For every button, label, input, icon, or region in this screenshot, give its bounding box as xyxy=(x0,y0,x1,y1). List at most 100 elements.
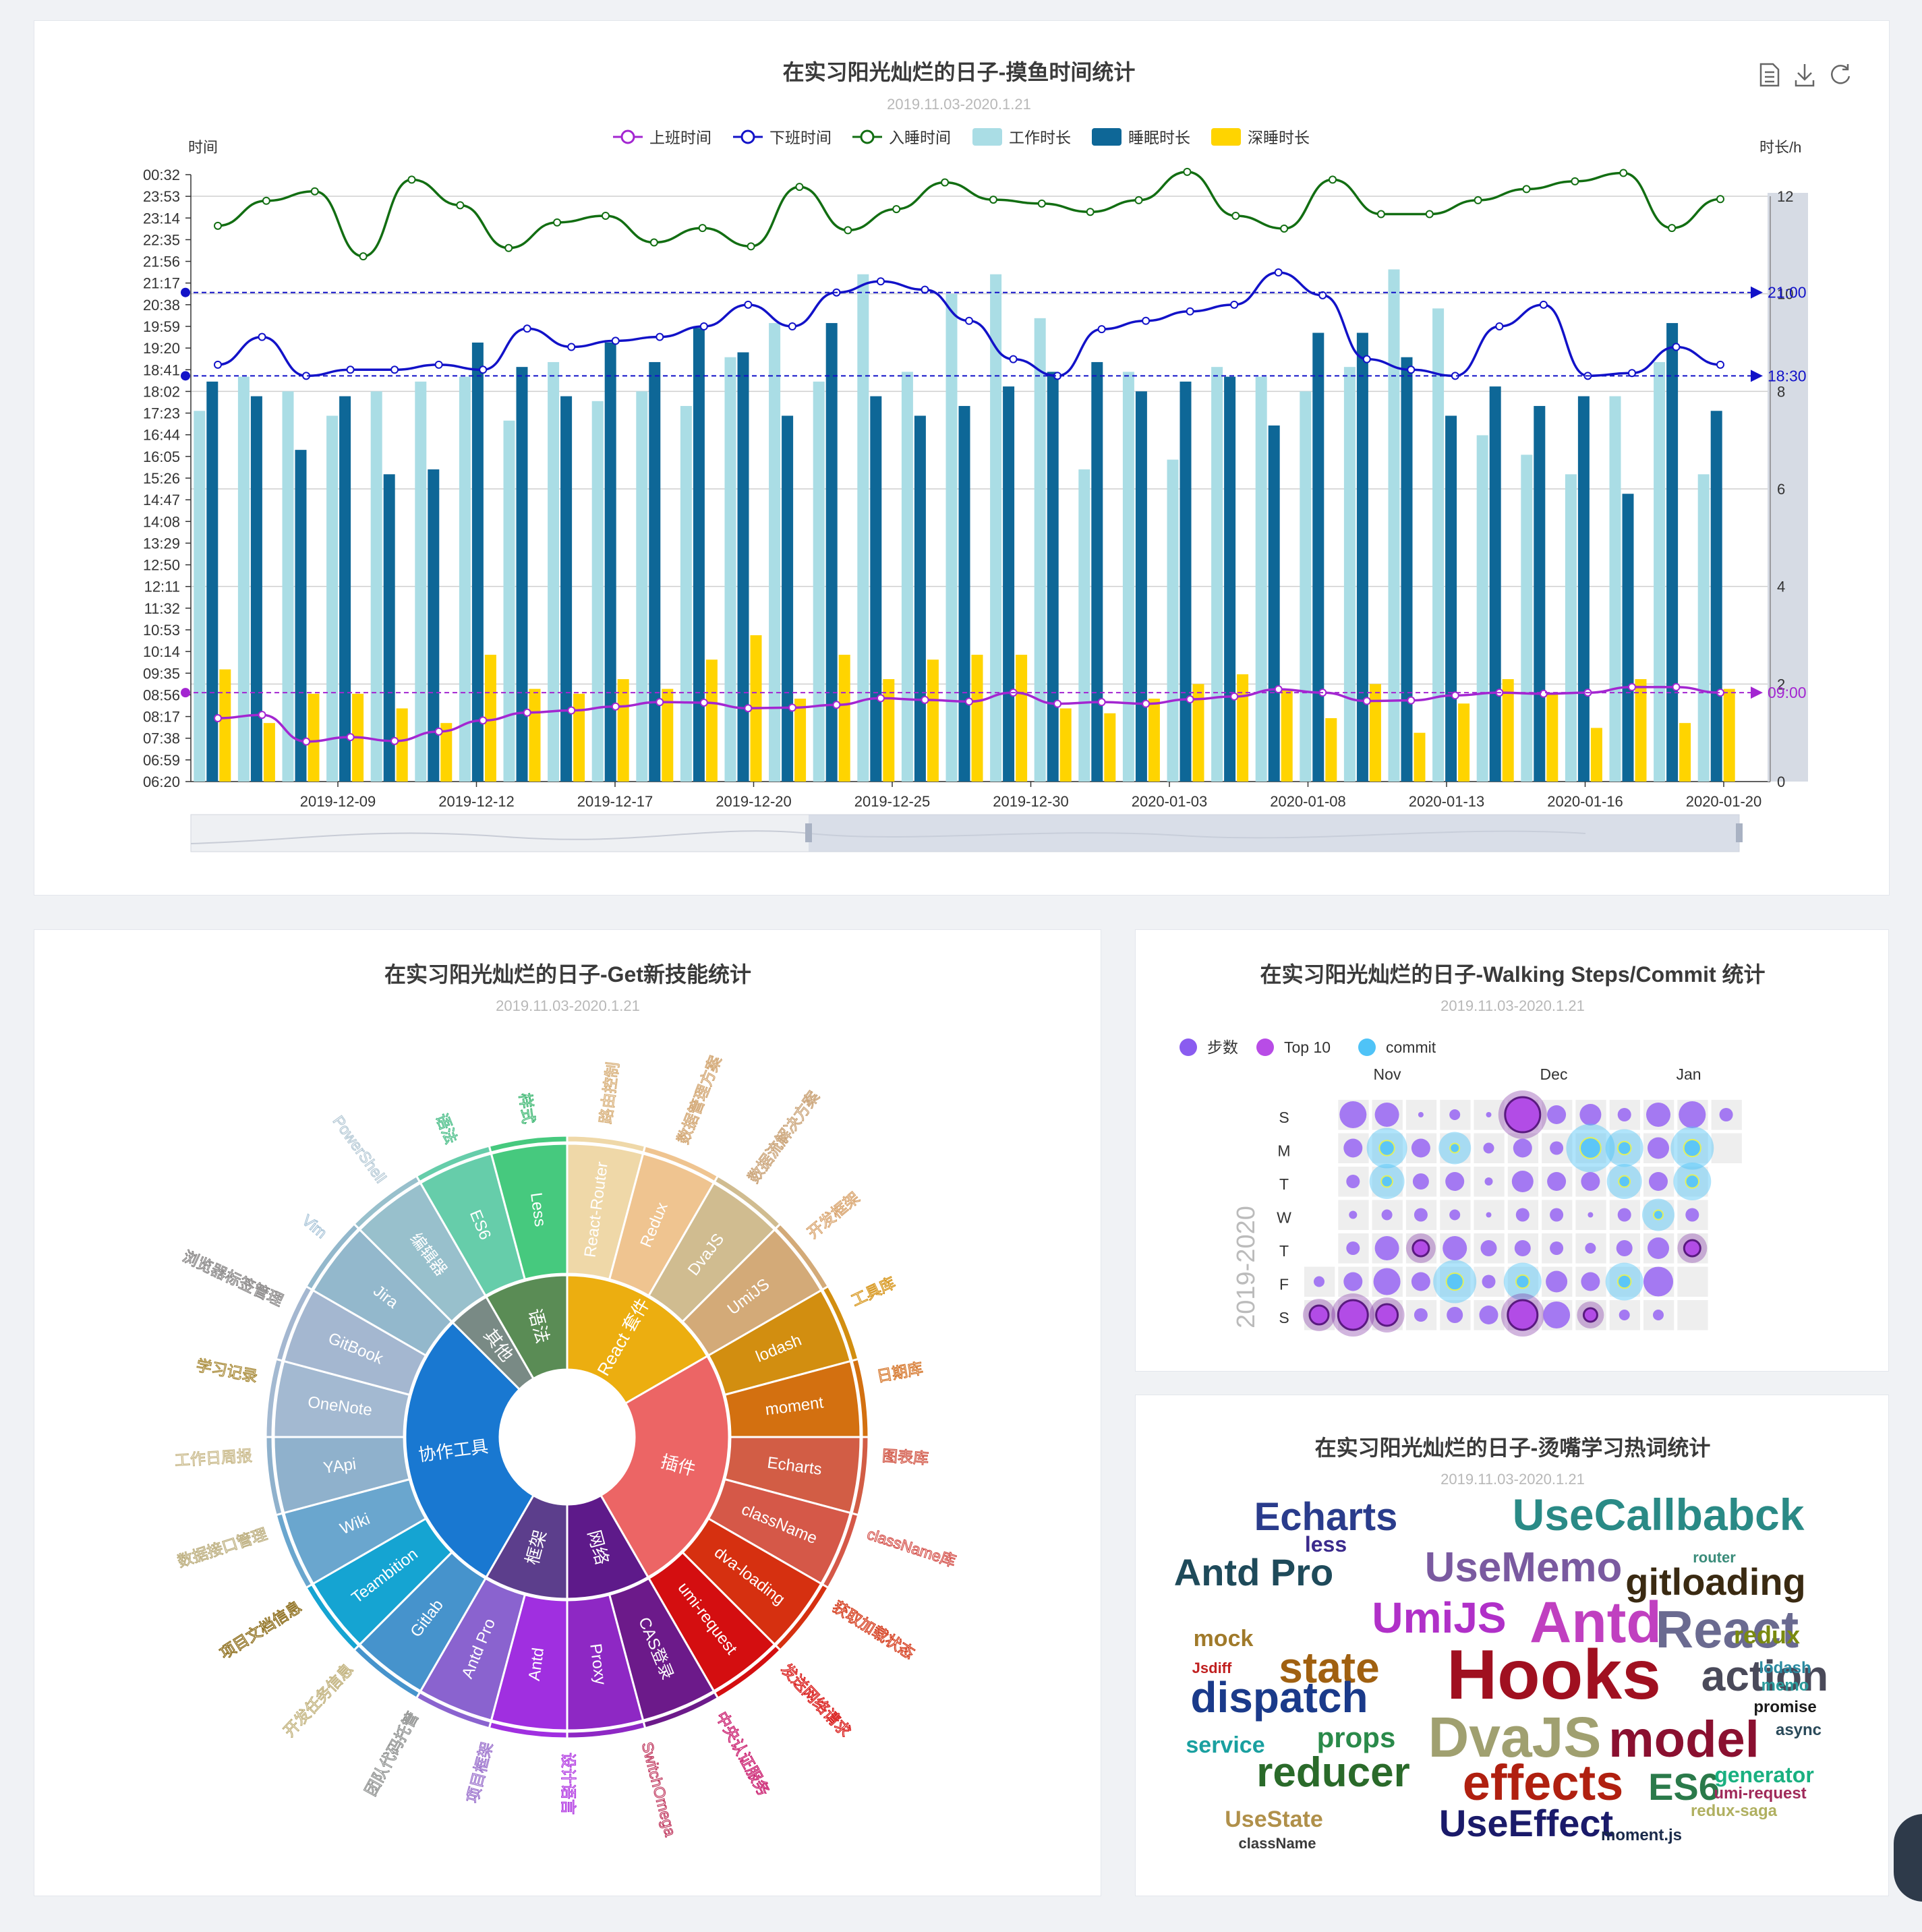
deep-sleep-bar[interactable] xyxy=(1059,708,1072,782)
go-work-line-point[interactable] xyxy=(258,711,266,720)
work-duration-bar[interactable] xyxy=(237,376,250,782)
steps-point[interactable] xyxy=(1511,1171,1534,1192)
deep-sleep-bar[interactable] xyxy=(794,699,807,782)
sleep-duration-bar[interactable] xyxy=(383,474,395,782)
deep-sleep-bar[interactable] xyxy=(1635,679,1647,782)
go-work-line-point[interactable] xyxy=(699,698,708,707)
off-work-line-point[interactable] xyxy=(1186,307,1194,316)
floating-assistant-button[interactable] xyxy=(1894,1814,1922,1902)
work-duration-bar[interactable] xyxy=(724,357,736,782)
steps-point[interactable] xyxy=(1543,1301,1571,1328)
steps-point[interactable] xyxy=(1579,1104,1602,1125)
sleep-duration-bar[interactable] xyxy=(958,406,970,782)
legend-item[interactable]: 下班时间 xyxy=(733,129,832,146)
go-work-line-point[interactable] xyxy=(1672,682,1681,691)
sleep-time-line-point[interactable] xyxy=(1329,175,1337,184)
commit-point[interactable] xyxy=(1579,1137,1602,1159)
sleep-duration-bar[interactable] xyxy=(1268,425,1280,782)
work-duration-bar[interactable] xyxy=(459,376,471,782)
sleep-duration-bar[interactable] xyxy=(737,352,749,782)
deep-sleep-bar[interactable] xyxy=(1148,699,1160,782)
deep-sleep-bar[interactable] xyxy=(1679,723,1691,782)
off-work-line-point[interactable] xyxy=(656,332,664,341)
sleep-time-line-point[interactable] xyxy=(1231,211,1240,220)
work-duration-bar[interactable] xyxy=(1167,459,1179,782)
off-work-line-point[interactable] xyxy=(1097,325,1106,334)
top10-point[interactable] xyxy=(1411,1239,1430,1258)
steps-point[interactable] xyxy=(1653,1310,1664,1320)
sleep-time-line-point[interactable] xyxy=(1571,177,1579,185)
steps-point[interactable] xyxy=(1414,1208,1428,1222)
sleep-duration-bar[interactable] xyxy=(1445,415,1457,782)
sleep-time-line-point[interactable] xyxy=(1716,195,1724,204)
off-work-line-point[interactable] xyxy=(390,365,399,374)
work-duration-bar[interactable] xyxy=(1697,474,1710,782)
work-duration-bar[interactable] xyxy=(857,274,869,782)
work-duration-bar[interactable] xyxy=(636,391,648,782)
sleep-duration-bar[interactable] xyxy=(1710,411,1722,782)
top10-point[interactable] xyxy=(1504,1096,1542,1134)
steps-point[interactable] xyxy=(1646,1103,1670,1127)
work-duration-bar[interactable] xyxy=(415,381,427,782)
steps-point[interactable] xyxy=(1339,1101,1367,1128)
work-duration-bar[interactable] xyxy=(1565,474,1577,782)
sleep-time-line-point[interactable] xyxy=(844,226,852,235)
deep-sleep-bar[interactable] xyxy=(1502,679,1514,782)
steps-point[interactable] xyxy=(1479,1306,1498,1324)
go-work-line-point[interactable] xyxy=(390,736,399,745)
steps-point[interactable] xyxy=(1346,1241,1360,1255)
sleep-duration-bar[interactable] xyxy=(693,328,705,782)
deep-sleep-bar[interactable] xyxy=(219,669,231,782)
go-work-line-point[interactable] xyxy=(214,714,222,723)
off-work-line-point[interactable] xyxy=(1142,316,1151,325)
go-work-line-point[interactable] xyxy=(567,706,576,715)
work-duration-bar[interactable] xyxy=(680,406,692,782)
sleep-duration-bar[interactable] xyxy=(1224,376,1236,782)
deep-sleep-bar[interactable] xyxy=(529,689,541,782)
sleep-time-line-point[interactable] xyxy=(747,242,755,251)
steps-point[interactable] xyxy=(1546,1270,1568,1293)
steps-point[interactable] xyxy=(1381,1209,1393,1221)
sleep-time-line-point[interactable] xyxy=(892,205,901,214)
top10-point[interactable] xyxy=(1507,1299,1539,1331)
sleep-time-line-point[interactable] xyxy=(941,178,950,187)
steps-point[interactable] xyxy=(1550,1208,1564,1222)
work-duration-bar[interactable] xyxy=(1432,308,1445,782)
work-duration-bar[interactable] xyxy=(1034,318,1046,782)
sleep-duration-bar[interactable] xyxy=(339,396,351,782)
off-work-line-point[interactable] xyxy=(1362,355,1371,363)
sleep-time-line-point[interactable] xyxy=(989,196,997,204)
off-work-line-point[interactable] xyxy=(214,360,222,369)
go-work-line-point[interactable] xyxy=(1186,695,1194,704)
go-work-line-point[interactable] xyxy=(1053,699,1062,708)
steps-point[interactable] xyxy=(1649,1172,1668,1191)
steps-point[interactable] xyxy=(1617,1108,1631,1121)
go-work-line-point[interactable] xyxy=(1627,682,1636,691)
sleep-time-line-point[interactable] xyxy=(1619,169,1628,177)
off-work-line-point[interactable] xyxy=(1716,360,1724,369)
sleep-duration-bar[interactable] xyxy=(1047,372,1059,782)
work-duration-bar[interactable] xyxy=(1388,269,1400,782)
sleep-duration-bar[interactable] xyxy=(1003,386,1015,782)
sleep-time-line-point[interactable] xyxy=(1376,210,1385,218)
bar-series[interactable] xyxy=(194,269,1735,782)
steps-point[interactable] xyxy=(1449,1209,1461,1221)
deep-sleep-bar[interactable] xyxy=(617,679,629,782)
off-work-line-point[interactable] xyxy=(699,322,708,330)
off-work-line-point[interactable] xyxy=(258,332,266,341)
sleep-time-line-point[interactable] xyxy=(795,183,804,192)
save-image-icon[interactable] xyxy=(1795,64,1815,87)
deep-sleep-bar[interactable] xyxy=(573,693,585,782)
sleep-time-line-point[interactable] xyxy=(359,252,368,261)
sleep-duration-bar[interactable] xyxy=(1401,357,1413,782)
sleep-time-line-point[interactable] xyxy=(407,175,416,184)
steps-point[interactable] xyxy=(1482,1275,1496,1289)
deep-sleep-bar[interactable] xyxy=(1458,703,1470,782)
sleep-time-line-point[interactable] xyxy=(1280,224,1289,233)
sleep-time-line-point[interactable] xyxy=(1086,208,1095,216)
legend-item[interactable]: Top 10 xyxy=(1256,1038,1331,1056)
steps-point[interactable] xyxy=(1679,1101,1706,1128)
steps-point[interactable] xyxy=(1412,1173,1429,1190)
go-work-line-point[interactable] xyxy=(1142,699,1151,708)
sleep-duration-bar[interactable] xyxy=(1356,332,1368,782)
